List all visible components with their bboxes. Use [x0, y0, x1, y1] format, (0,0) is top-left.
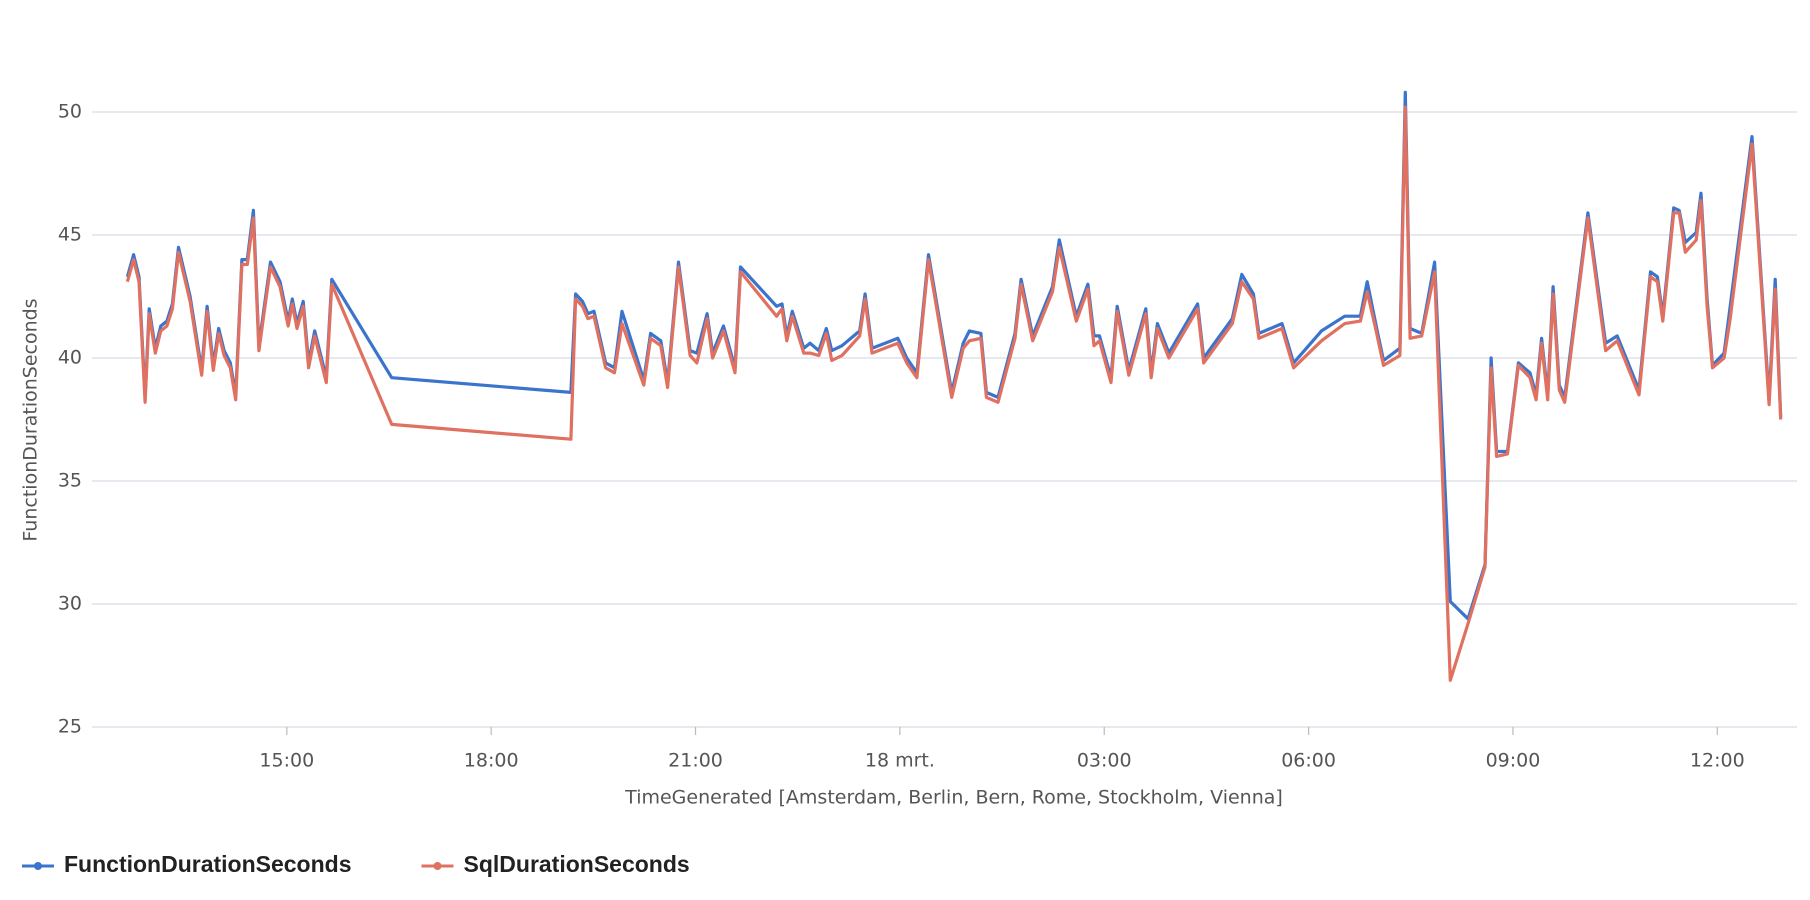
y-tick-label: 40	[58, 347, 82, 369]
series-line	[125, 105, 1783, 682]
x-tick-label: 03:00	[1077, 750, 1132, 772]
x-tick-label: 18:00	[464, 750, 519, 772]
y-axis-title: FunctionDurationSeconds	[20, 298, 42, 541]
x-tick-label: 06:00	[1281, 750, 1336, 772]
y-tick-label: 50	[58, 101, 82, 123]
x-tick-label: 09:00	[1486, 750, 1541, 772]
legend-dot	[34, 862, 42, 870]
y-tick-label: 25	[58, 716, 82, 738]
legend-label: FunctionDurationSeconds	[64, 851, 352, 877]
y-tick-label: 30	[58, 593, 82, 615]
x-tick-label: 12:00	[1690, 750, 1745, 772]
grid: 25 30 35 40 45 50 15:00 18:00 21:00 18 mrt. 03:00 0…	[58, 101, 1797, 772]
series-line	[125, 90, 1783, 621]
plot-area	[125, 90, 1783, 682]
x-tick-label: 15:00	[259, 750, 314, 772]
x-axis-title: TimeGenerated [Amsterdam, Berlin, Bern, …	[624, 787, 1283, 809]
legend-label: SqlDurationSeconds	[464, 851, 690, 877]
y-tick-label: 45	[58, 224, 82, 246]
legend-dot	[433, 862, 442, 870]
legend: FunctionDurationSeconds SqlDurationSecond…	[22, 851, 690, 877]
x-tick-label: 18 mrt.	[865, 750, 935, 772]
x-tick-label: 21:00	[668, 750, 723, 772]
y-tick-label: 35	[58, 470, 82, 492]
